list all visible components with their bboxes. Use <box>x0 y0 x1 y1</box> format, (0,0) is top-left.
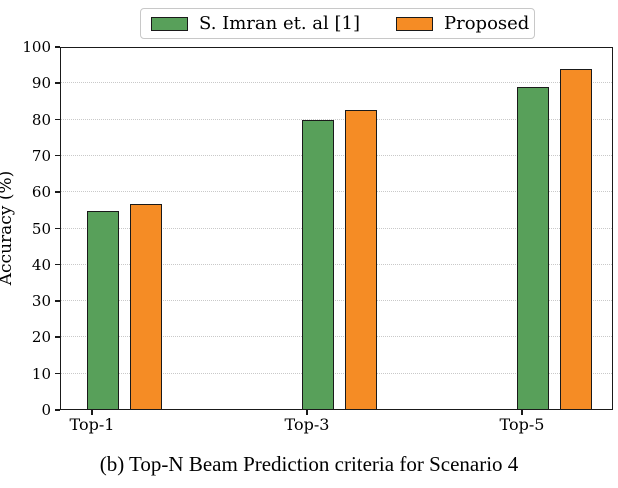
gridline-40 <box>61 263 612 265</box>
bar-top-3-imran <box>302 120 334 409</box>
y-tick-mark-70 <box>55 154 60 157</box>
y-tick-label-0: 0 <box>41 401 51 419</box>
y-tick-mark-30 <box>55 300 60 302</box>
y-tick-label-90: 90 <box>31 74 51 93</box>
legend-label-proposed: Proposed <box>444 12 530 34</box>
legend-entry-proposed: Proposed <box>396 12 530 34</box>
y-tick-mark-50 <box>55 227 60 230</box>
bar-top-5-imran <box>517 87 549 409</box>
bar-top-5-proposed <box>560 69 592 409</box>
y-tick-label-20: 20 <box>31 328 51 347</box>
y-tick-mark-40 <box>55 263 60 266</box>
x-tick-label-top-1: Top-1 <box>69 415 115 434</box>
y-tick-mark-80 <box>55 118 60 121</box>
legend-swatch-proposed <box>396 16 433 31</box>
legend-label-imran: S. Imran et. al [1] <box>199 12 360 34</box>
y-axis-title: Accuracy (%) <box>0 170 16 286</box>
x-tick-mark-top-1 <box>91 410 93 415</box>
y-tick-label-40: 40 <box>31 255 51 274</box>
y-tick-label-100: 100 <box>22 38 51 56</box>
legend-entry-imran: S. Imran et. al [1] <box>151 12 360 34</box>
y-tick-mark-10 <box>55 372 60 375</box>
y-tick-label-50: 50 <box>31 219 51 238</box>
y-tick-mark-100 <box>55 46 60 48</box>
y-tick-mark-20 <box>55 336 60 338</box>
x-tick-label-top-5: Top-5 <box>499 415 545 434</box>
legend: S. Imran et. al [1] Proposed <box>140 8 535 39</box>
y-tick-label-30: 30 <box>31 292 51 311</box>
x-tick-label-top-3: Top-3 <box>284 415 330 434</box>
plot-area <box>60 47 613 410</box>
y-tick-label-60: 60 <box>31 183 51 202</box>
x-tick-mark-top-5 <box>521 410 523 415</box>
y-tick-mark-90 <box>55 82 60 84</box>
gridline-80 <box>61 118 612 120</box>
gridline-90 <box>61 82 612 84</box>
gridline-70 <box>61 154 612 156</box>
y-tick-label-10: 10 <box>31 364 51 383</box>
gridline-10 <box>61 372 612 374</box>
gridline-50 <box>61 227 612 229</box>
y-tick-mark-60 <box>55 191 60 193</box>
gridline-20 <box>61 336 612 338</box>
legend-swatch-imran <box>151 16 188 31</box>
figure-caption: (b) Top-N Beam Prediction criteria for S… <box>99 452 519 476</box>
bar-top-1-imran <box>87 211 119 409</box>
gridline-30 <box>61 300 612 302</box>
y-tick-mark-0 <box>55 409 60 411</box>
y-tick-label-80: 80 <box>31 110 51 129</box>
bar-top-1-proposed <box>130 204 162 409</box>
x-tick-mark-top-3 <box>306 410 308 415</box>
y-tick-label-70: 70 <box>31 146 51 165</box>
bar-top-3-proposed <box>345 110 377 409</box>
gridline-60 <box>61 191 612 193</box>
